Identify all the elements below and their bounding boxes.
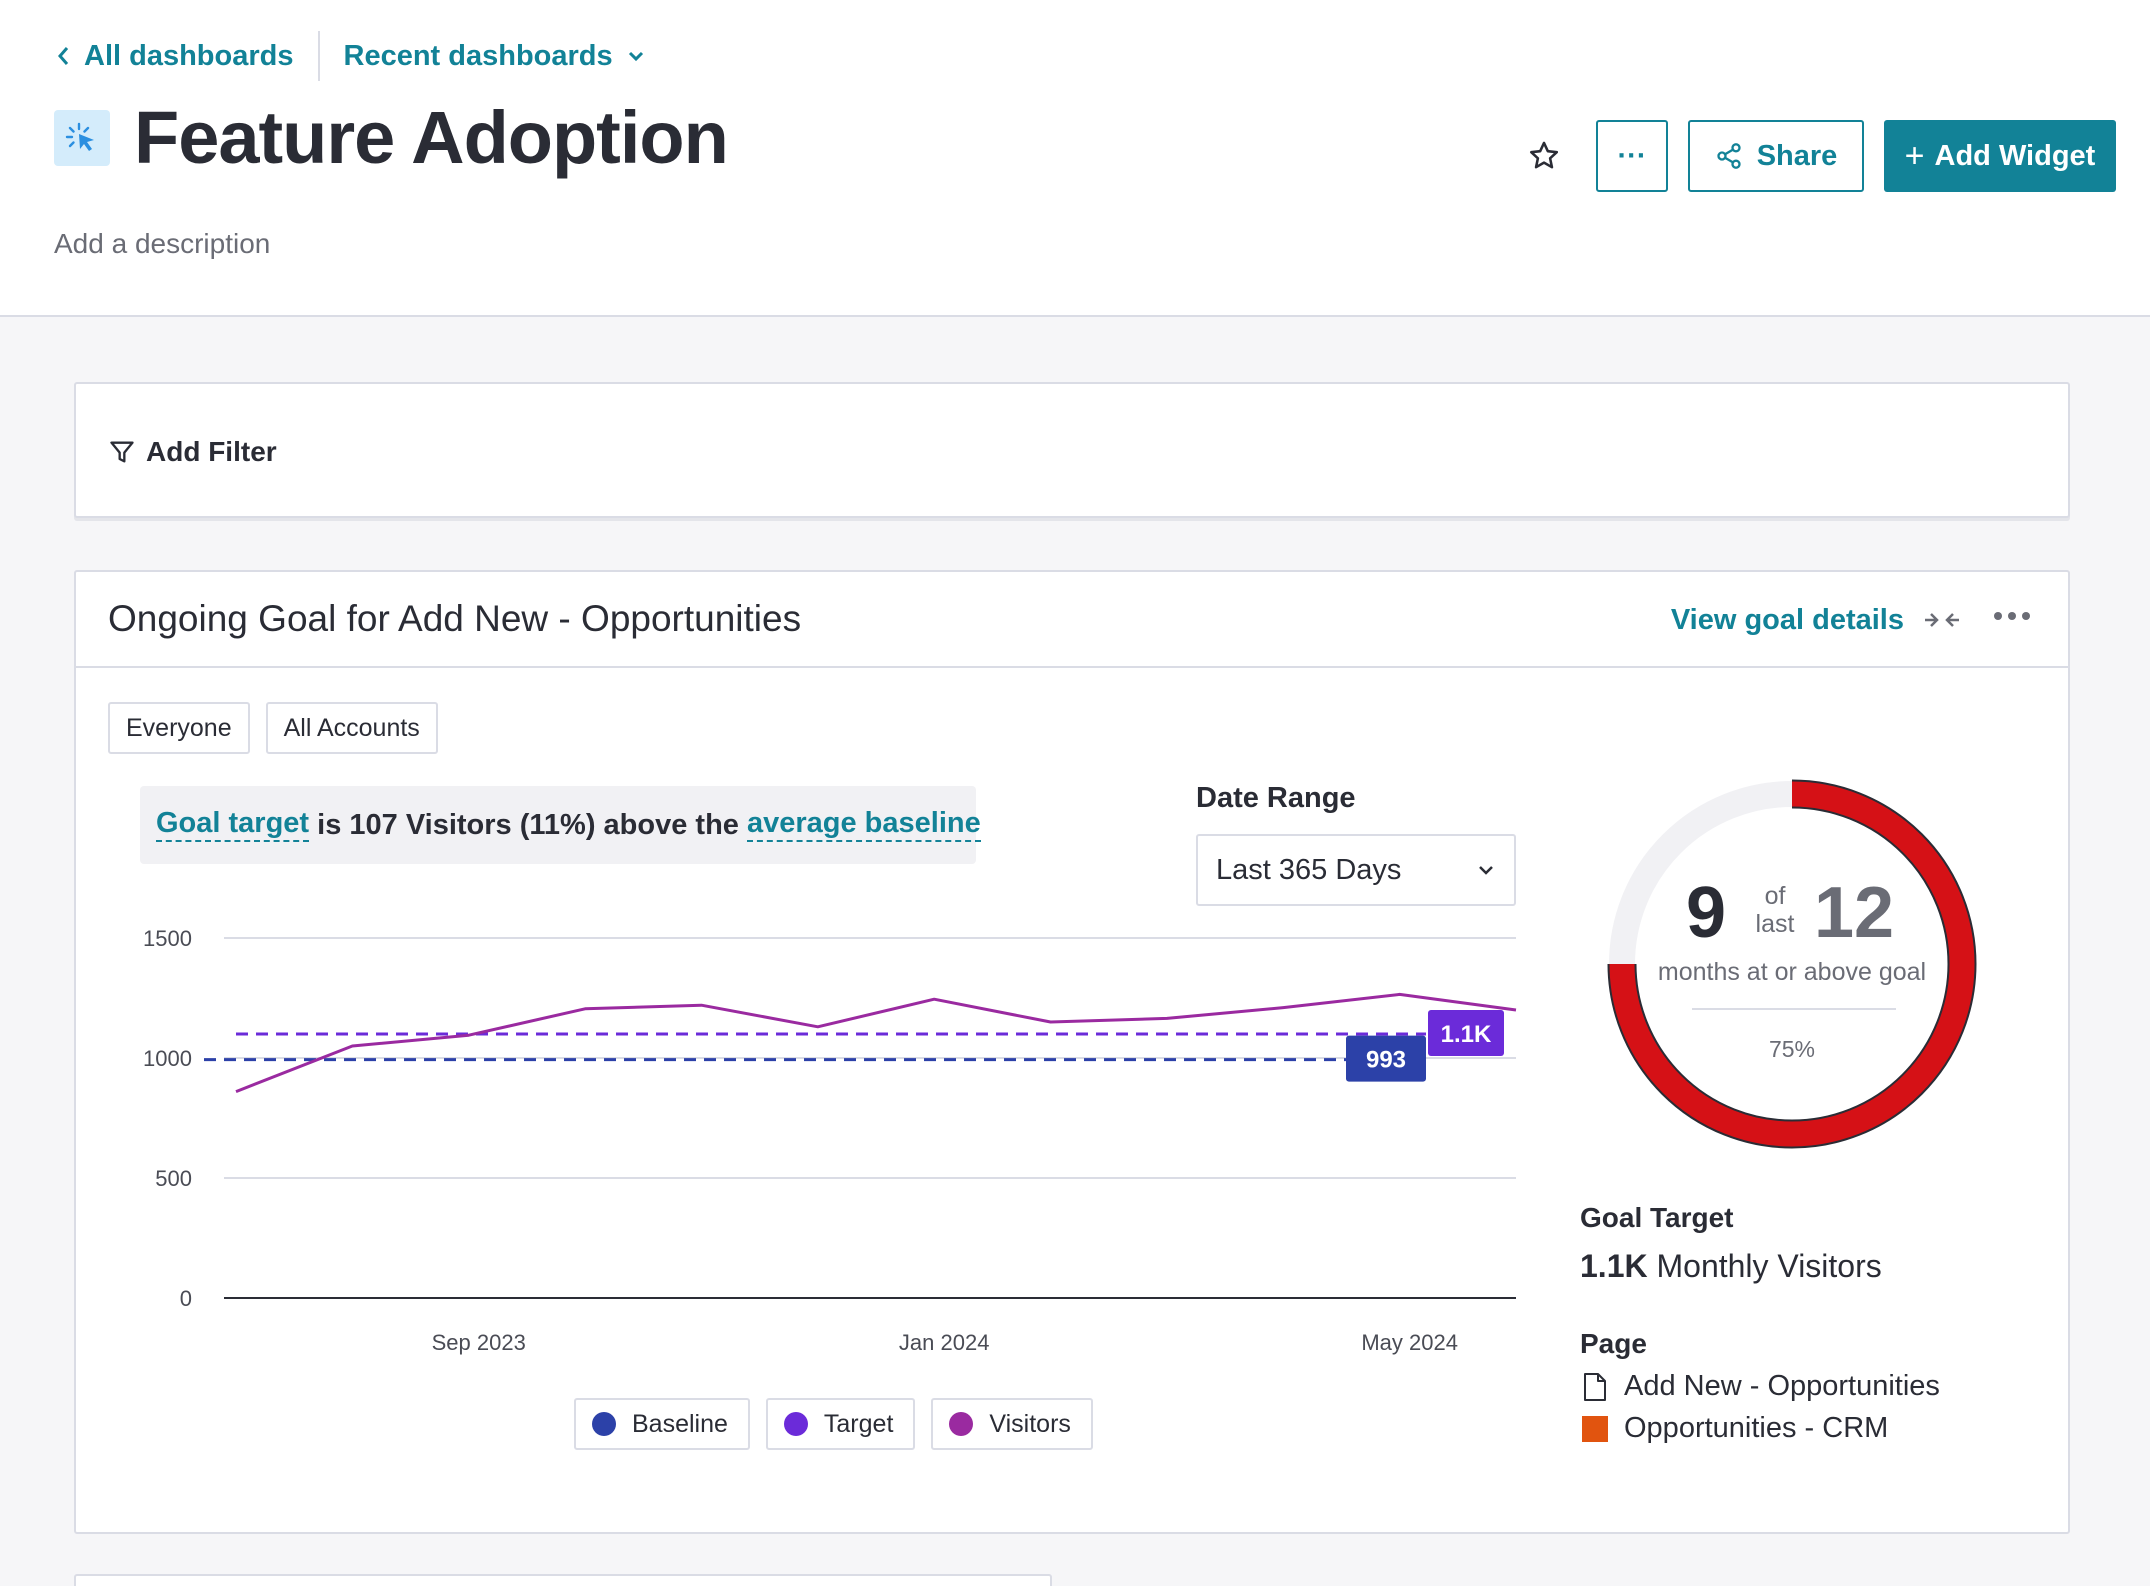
donut-ring [1607,779,1977,1149]
donut-caption: months at or above goal [1657,958,1927,986]
app-item[interactable]: Opportunities - CRM [1580,1412,1888,1445]
segment-chips: Everyone All Accounts [108,702,454,754]
add-filter-label: Add Filter [146,436,277,467]
recent-dashboards-dropdown[interactable]: Recent dashboards [344,40,645,73]
goal-target-link[interactable]: Goal target [156,807,310,842]
legend-label: Target [823,1409,894,1438]
recent-dashboards-label: Recent dashboards [343,39,613,72]
chevron-left-icon [58,47,69,65]
header-actions: ··· Share + Add Widget [1516,120,2116,192]
donut-progress-arc [1609,781,1975,1147]
goal-target-value: 1.1K Monthly Visitors [1580,1248,1882,1285]
donut-of-label: of [1764,882,1786,910]
favorite-button[interactable] [1516,128,1572,184]
view-goal-details-link[interactable]: View goal details [1670,604,1904,636]
more-options-button[interactable]: ··· [1596,120,1668,192]
target-badge-label: 1.1K [1441,1021,1492,1048]
widget-title: Ongoing Goal for Add New - Opportunities [108,598,802,639]
share-icon [1717,143,1741,169]
filter-bar: Add Filter [74,382,2070,518]
y-tick-label: 1500 [143,926,192,951]
donut-last-label: last [1755,910,1795,938]
widget-more-icon[interactable] [1992,604,2032,633]
months-total: 12 [1814,873,1895,953]
x-tick-label: May 2024 [1361,1330,1458,1355]
widget-header: Ongoing Goal for Add New - Opportunities… [76,572,2068,668]
page-item[interactable]: Add New - Opportunities [1580,1370,1940,1403]
legend-dot-icon [592,1412,616,1436]
visitors-line [235,992,1517,1093]
goal-target-number: 1.1K [1580,1248,1648,1284]
target-badge [1428,1010,1504,1056]
average-baseline-link[interactable]: average baseline [746,807,981,842]
share-button[interactable]: Share [1688,120,1864,192]
y-tick-label: 0 [180,1286,192,1311]
app-item-name: Opportunities - CRM [1624,1412,1889,1444]
legend-label: Visitors [989,1409,1071,1438]
breadcrumb: All dashboards Recent dashboards [56,31,645,81]
plus-icon: + [1904,136,1925,175]
date-range-label: Date Range [1196,782,1356,814]
legend-dot-icon [949,1412,974,1436]
page-title: Feature Adoption [134,96,729,179]
chart-legend: Baseline Target Visitors [574,1398,1109,1450]
next-widget [74,1574,1052,1586]
months-achieved: 9 [1686,873,1727,953]
dashboard-header: All dashboards Recent dashboards Feature… [0,0,2150,317]
legend-item-target[interactable]: Target [765,1398,916,1450]
filter-icon [110,441,134,463]
baseline-badge-label: 993 [1366,1047,1406,1074]
goal-summary: Goal target is 107 Visitors (11%) above … [140,786,981,864]
all-dashboards-label: All dashboards [84,39,294,72]
segment-chip-everyone[interactable]: Everyone [108,702,250,754]
collapse-icon[interactable] [1922,608,1962,637]
app-square-icon [1580,1414,1610,1444]
goal-target-unit: Monthly Visitors [1647,1248,1882,1284]
y-tick-label: 1000 [143,1046,192,1071]
donut-divider [1692,1008,1896,1010]
date-range-value: Last 365 Days [1216,853,1402,886]
goal-summary-text: is 107 Visitors (11%) above the [309,808,747,841]
x-tick-label: Jan 2024 [899,1330,990,1355]
legend-dot-icon [783,1412,808,1436]
page-item-name: Add New - Opportunities [1624,1370,1940,1402]
chevron-down-icon [628,51,643,62]
more-dots-icon: ··· [1617,139,1647,172]
goal-widget: Ongoing Goal for Add New - Opportunities… [74,570,2070,1534]
dashboard-icon [54,109,110,166]
all-dashboards-link[interactable]: All dashboards [56,40,294,73]
add-widget-button[interactable]: + Add Widget [1884,120,2116,192]
legend-label: Baseline [632,1409,728,1438]
x-tick-label: Sep 2023 [432,1330,526,1355]
star-icon [1529,141,1559,169]
description-field[interactable]: Add a description [54,228,271,259]
y-tick-label: 500 [155,1166,192,1191]
share-label: Share [1756,139,1838,172]
baseline-badge [1346,1035,1426,1082]
chevron-down-icon [1479,866,1493,875]
breadcrumb-divider [317,31,320,81]
legend-item-baseline[interactable]: Baseline [574,1398,750,1450]
title-row: Feature Adoption [54,95,729,180]
date-range-select[interactable]: Last 365 Days [1196,834,1516,906]
goal-progress-donut: 9 of last 12 months at or above goal 75% [1602,774,1982,1154]
add-widget-label: Add Widget [1934,139,2096,172]
add-filter-button[interactable]: Add Filter [108,436,277,468]
legend-item-visitors[interactable]: Visitors [931,1398,1093,1450]
document-icon [1580,1372,1610,1402]
goal-target-label: Goal Target [1580,1202,1734,1233]
donut-percent: 75% [1768,1036,1816,1062]
page-label: Page [1580,1328,1647,1359]
segment-chip-accounts[interactable]: All Accounts [265,702,438,754]
line-chart: 0 500 1000 1500 Sep 2023 Jan 2024 May 2024 1.1K… [143,926,1517,1355]
